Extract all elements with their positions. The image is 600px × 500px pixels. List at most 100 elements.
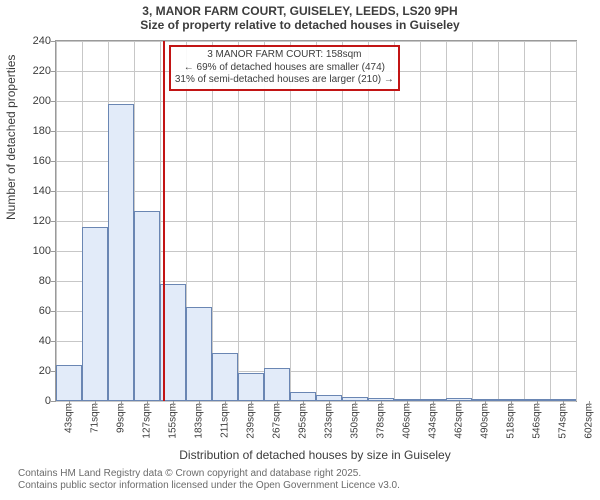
y-axis-label: Number of detached properties [4,55,18,220]
xtick-label: 127sqm [142,403,153,439]
histogram-bar [212,353,238,401]
xtick-label: 71sqm [90,403,101,433]
ytick-label: 40 [21,335,51,347]
xtick-label: 434sqm [428,403,439,439]
xtick-label: 155sqm [168,403,179,439]
xtick-mark [355,401,356,406]
xtick-label: 462sqm [454,403,465,439]
histogram-bar [472,399,498,401]
histogram-bar [524,399,550,401]
histogram-bar [550,399,576,401]
gridline-v [368,41,369,401]
reference-legend-box: 3 MANOR FARM COURT: 158sqm← 69% of detac… [169,45,400,91]
legend-line-3: 31% of semi-detached houses are larger (… [175,74,394,87]
histogram-bar [498,399,524,401]
xtick-label: 546sqm [532,403,543,439]
xtick-label: 323sqm [324,403,335,439]
xtick-mark [173,401,174,406]
xtick-mark [303,401,304,406]
xtick-label: 602sqm [584,403,595,439]
gridline-v [446,41,447,401]
xtick-mark [381,401,382,406]
title-line-2: Size of property relative to detached ho… [0,18,600,32]
ytick-label: 180 [21,125,51,137]
xtick-label: 183sqm [194,403,205,439]
xtick-mark [225,401,226,406]
gridline-v [238,41,239,401]
xtick-label: 295sqm [298,403,309,439]
xtick-mark [433,401,434,406]
histogram-bar [82,227,108,401]
gridline-v [420,41,421,401]
ytick-label: 60 [21,305,51,317]
ytick-label: 0 [21,395,51,407]
histogram-bar [316,395,342,401]
xtick-label: 378sqm [376,403,387,439]
xtick-mark [95,401,96,406]
xtick-mark [69,401,70,406]
histogram-bar [238,373,264,402]
plot-area: 02040608010012014016018020022024043sqm71… [55,40,577,402]
histogram-bar [394,399,420,401]
xtick-mark [511,401,512,406]
xtick-label: 99sqm [116,403,127,433]
x-axis-label: Distribution of detached houses by size … [55,448,575,462]
footer-line-2: Contains public sector information licen… [18,480,400,492]
reference-line [163,41,165,401]
xtick-label: 43sqm [64,403,75,433]
gridline-v [394,41,395,401]
title-block: 3, MANOR FARM COURT, GUISELEY, LEEDS, LS… [0,0,600,33]
histogram-bar [134,211,160,402]
histogram-bar [290,392,316,401]
ytick-label: 200 [21,95,51,107]
histogram-bar [420,399,446,401]
ytick-label: 160 [21,155,51,167]
attribution-footer: Contains HM Land Registry data © Crown c… [18,468,400,492]
ytick-label: 140 [21,185,51,197]
histogram-bar [108,104,134,401]
gridline-v [550,41,551,401]
gridline-v [56,41,57,401]
xtick-label: 406sqm [402,403,413,439]
histogram-bar [368,398,394,401]
gridline-v [342,41,343,401]
xtick-mark [485,401,486,406]
xtick-label: 490sqm [480,403,491,439]
xtick-mark [121,401,122,406]
ytick-label: 120 [21,215,51,227]
chart-container: 3, MANOR FARM COURT, GUISELEY, LEEDS, LS… [0,0,600,500]
xtick-mark [407,401,408,406]
ytick-label: 100 [21,245,51,257]
xtick-mark [199,401,200,406]
xtick-label: 518sqm [506,403,517,439]
footer-line-1: Contains HM Land Registry data © Crown c… [18,468,400,480]
gridline-v [316,41,317,401]
xtick-mark [563,401,564,406]
histogram-bar [446,398,472,401]
title-line-1: 3, MANOR FARM COURT, GUISELEY, LEEDS, LS… [0,4,600,18]
gridline-v [576,41,577,401]
legend-line-2: ← 69% of detached houses are smaller (47… [175,62,394,75]
ytick-label: 20 [21,365,51,377]
xtick-mark [537,401,538,406]
xtick-mark [589,401,590,406]
gridline-v [212,41,213,401]
xtick-mark [459,401,460,406]
ytick-label: 220 [21,65,51,77]
gridline-v [472,41,473,401]
xtick-label: 267sqm [272,403,283,439]
xtick-mark [329,401,330,406]
gridline-h [56,401,576,402]
legend-line-1: 3 MANOR FARM COURT: 158sqm [175,49,394,62]
xtick-label: 239sqm [246,403,257,439]
histogram-bar [186,307,212,402]
histogram-bar [264,368,290,401]
xtick-label: 574sqm [558,403,569,439]
gridline-v [498,41,499,401]
xtick-mark [147,401,148,406]
gridline-v [524,41,525,401]
ytick-mark [51,401,56,402]
gridline-v [264,41,265,401]
histogram-bar [342,397,368,402]
ytick-label: 80 [21,275,51,287]
